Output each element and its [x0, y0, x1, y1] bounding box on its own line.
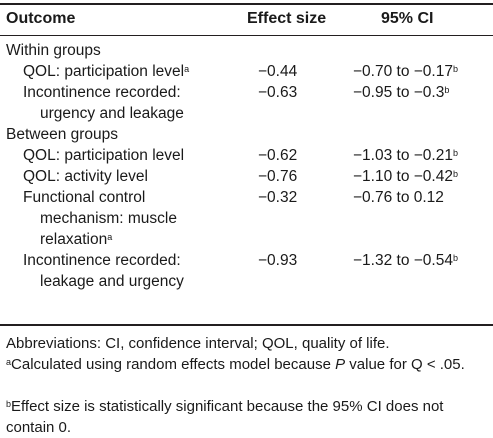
outcome-cell: Incontinence recorded: [23, 252, 181, 269]
footnote-marker: b [452, 148, 458, 158]
table-row: Incontinence recorded: −0.63 −0.95 to −0… [0, 82, 493, 103]
outcome-cell: Incontinence recorded: [23, 84, 181, 101]
section-label-within: Within groups [6, 42, 101, 59]
outcome-cell: QOL: participation level [23, 147, 185, 164]
table-row-continuation: urgency and leakage [0, 103, 493, 124]
outcome-cell-continuation: urgency and leakage [40, 105, 184, 122]
table-row-continuation: relaxationa [0, 229, 493, 250]
table-row-continuation: mechanism: muscle [0, 208, 493, 229]
effect-size-cell: −0.76 [258, 168, 298, 185]
column-header-effect-size: Effect size [247, 10, 327, 27]
footnote-abbreviations: Abbreviations: CI, confidence interval; … [6, 335, 390, 352]
footnote-a: aCalculated using random effects model b… [6, 356, 465, 373]
footnote-b-marker: b [6, 399, 12, 409]
table-top-rule [0, 3, 493, 5]
table-row: QOL: participation levela −0.44 −0.70 to… [0, 61, 493, 82]
footnote-marker: a [184, 64, 190, 74]
effect-size-cell: −0.32 [258, 189, 298, 206]
column-header-ci: 95% CI [381, 10, 434, 27]
effect-size-cell: −0.62 [258, 147, 298, 164]
section-label-between: Between groups [6, 126, 119, 143]
outcome-cell-continuation: relaxationa [40, 231, 113, 248]
footnote-a-marker: a [6, 357, 12, 367]
effect-size-cell: −0.44 [258, 63, 298, 80]
p-italic: P [335, 356, 346, 373]
outcome-cell: QOL: participation levela [23, 63, 190, 80]
footnote-marker: a [107, 232, 113, 242]
ci-cell: −1.03 to −0.21b [353, 147, 458, 164]
outcome-cell-continuation: leakage and urgency [40, 273, 184, 290]
outcome-cell-continuation: mechanism: muscle [40, 210, 177, 227]
footnote-marker: b [452, 64, 458, 74]
ci-cell: −0.95 to −0.3b [353, 84, 450, 101]
effect-size-cell: −0.93 [258, 252, 298, 269]
ci-cell: −0.70 to −0.17b [353, 63, 458, 80]
table-row: Functional control −0.32 −0.76 to 0.12 [0, 187, 493, 208]
header-rule [0, 35, 493, 36]
footnote-marker: b [452, 169, 458, 179]
table-row: Incontinence recorded: −0.93 −1.32 to −0… [0, 250, 493, 271]
footnote-marker: b [452, 253, 458, 263]
ci-cell: −0.76 to 0.12 [353, 189, 444, 206]
ci-cell: −1.10 to −0.42b [353, 168, 458, 185]
column-header-outcome: Outcome [6, 10, 76, 27]
outcome-cell: QOL: activity level [23, 168, 148, 185]
ci-cell: −1.32 to −0.54b [353, 252, 458, 269]
footnote-marker: b [444, 85, 450, 95]
table-row-continuation: leakage and urgency [0, 271, 493, 292]
table-bottom-rule [0, 324, 493, 326]
footnote-b: bEffect size is statistically significan… [6, 398, 444, 436]
outcome-cell: Functional control [23, 189, 146, 206]
table-row: QOL: activity level −0.76 −1.10 to −0.42… [0, 166, 493, 187]
table-row: QOL: participation level −0.62 −1.03 to … [0, 145, 493, 166]
effect-size-cell: −0.63 [258, 84, 298, 101]
table-body: Within groups QOL: participation levela … [0, 40, 493, 292]
